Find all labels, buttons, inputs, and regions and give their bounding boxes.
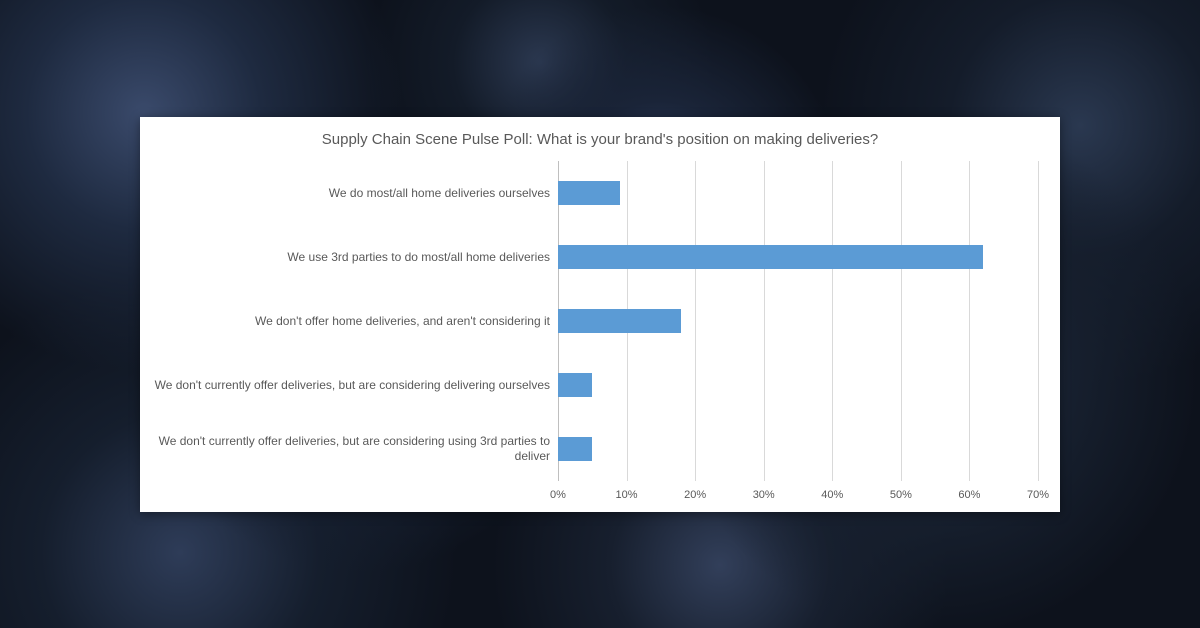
- chart-title: Supply Chain Scene Pulse Poll: What is y…: [140, 131, 1060, 148]
- x-tick-label: 50%: [890, 489, 912, 501]
- category-row: We don't currently offer deliveries, but…: [140, 417, 1060, 481]
- chart-panel: Supply Chain Scene Pulse Poll: What is y…: [140, 117, 1060, 512]
- category-row: We use 3rd parties to do most/all home d…: [140, 225, 1060, 289]
- x-tick-label: 20%: [684, 489, 706, 501]
- category-row: We don't offer home deliveries, and aren…: [140, 289, 1060, 353]
- x-tick-label: 60%: [958, 489, 980, 501]
- category-row: We don't currently offer deliveries, but…: [140, 353, 1060, 417]
- chart-body: We do most/all home deliveries ourselves…: [140, 161, 1060, 481]
- x-tick-label: 30%: [753, 489, 775, 501]
- category-rows: We do most/all home deliveries ourselves…: [140, 161, 1060, 481]
- x-tick-label: 40%: [821, 489, 843, 501]
- category-label: We do most/all home deliveries ourselves: [140, 186, 558, 201]
- x-tick-label: 10%: [616, 489, 638, 501]
- category-label: We use 3rd parties to do most/all home d…: [140, 250, 558, 265]
- category-label: We don't offer home deliveries, and aren…: [140, 314, 558, 329]
- x-tick-label: 70%: [1027, 489, 1049, 501]
- category-row: We do most/all home deliveries ourselves: [140, 161, 1060, 225]
- category-label: We don't currently offer deliveries, but…: [140, 434, 558, 464]
- category-label: We don't currently offer deliveries, but…: [140, 378, 558, 393]
- x-tick-label: 0%: [550, 489, 566, 501]
